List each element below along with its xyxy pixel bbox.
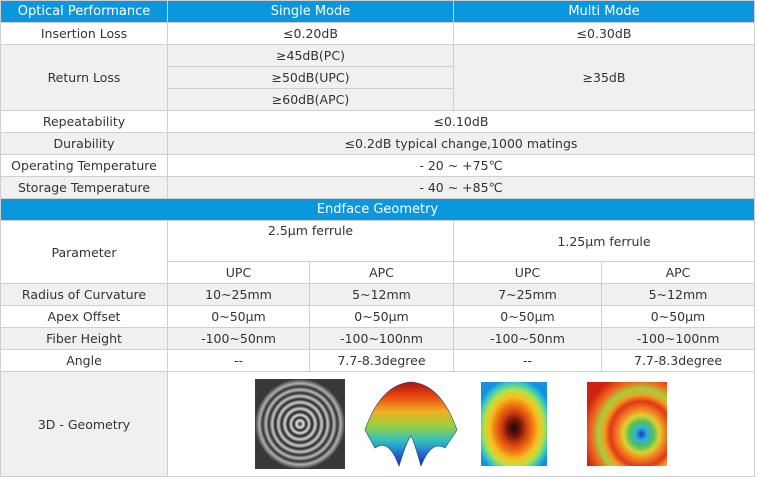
angle-value: 7.7-8.3degree: [601, 349, 755, 372]
operating-temperature-value: - 20 ~ +75℃: [167, 154, 755, 177]
radius-value: 7~25mm: [453, 283, 602, 306]
header-single-mode: Single Mode: [167, 0, 454, 23]
label-insertion-loss: Insertion Loss: [0, 22, 168, 45]
label-radius-of-curvature: Radius of Curvature: [0, 283, 168, 306]
radius-value: 5~12mm: [601, 283, 755, 306]
label-durability: Durability: [0, 132, 168, 155]
label-angle: Angle: [0, 349, 168, 372]
heatmap-angled-image: [587, 382, 667, 466]
label-repeatability: Repeatability: [0, 110, 168, 133]
apex-value: 0~50μm: [309, 305, 454, 328]
header-endface-geometry: Endface Geometry: [0, 198, 755, 221]
fiber-height-value: -100~50nm: [167, 327, 310, 350]
header-optical-performance: Optical Performance: [0, 0, 168, 23]
ferrule-2-5: 2.5μm ferrule: [167, 220, 454, 262]
angle-value: --: [167, 349, 310, 372]
3d-dome-surface-image: [364, 381, 458, 467]
label-3d-geometry: 3D - Geometry: [0, 371, 168, 477]
label-fiber-height: Fiber Height: [0, 327, 168, 350]
radius-value: 5~12mm: [309, 283, 454, 306]
ferrule-1-25: 1.25μm ferrule: [453, 220, 755, 262]
return-loss-upc: ≥50dB(UPC): [167, 66, 454, 89]
sub-upc-2: UPC: [453, 261, 602, 284]
geometry-images: [167, 371, 755, 477]
label-operating-temperature: Operating Temperature: [0, 154, 168, 177]
apex-value: 0~50μm: [167, 305, 310, 328]
label-storage-temperature: Storage Temperature: [0, 176, 168, 199]
return-loss-pc: ≥45dB(PC): [167, 44, 454, 67]
storage-temperature-value: - 40 ~ +85℃: [167, 176, 755, 199]
sub-apc-1: APC: [309, 261, 454, 284]
interferogram-rings-image: [255, 379, 345, 469]
label-apex-offset: Apex Offset: [0, 305, 168, 328]
sub-apc-2: APC: [601, 261, 755, 284]
apex-value: 0~50μm: [453, 305, 602, 328]
repeatability-value: ≤0.10dB: [167, 110, 755, 133]
header-multi-mode: Multi Mode: [453, 0, 755, 23]
insertion-loss-mm: ≤0.30dB: [453, 22, 755, 45]
label-return-loss: Return Loss: [0, 44, 168, 111]
heatmap-concentric-image: [481, 382, 547, 466]
sub-upc-1: UPC: [167, 261, 310, 284]
fiber-height-value: -100~100nm: [601, 327, 755, 350]
return-loss-apc: ≥60dB(APC): [167, 88, 454, 111]
radius-value: 10~25mm: [167, 283, 310, 306]
fiber-height-value: -100~50nm: [453, 327, 602, 350]
apex-value: 0~50μm: [601, 305, 755, 328]
angle-value: 7.7-8.3degree: [309, 349, 454, 372]
label-parameter: Parameter: [0, 220, 168, 284]
geometry-image-row: [169, 373, 754, 476]
fiber-height-value: -100~100nm: [309, 327, 454, 350]
return-loss-mm: ≥35dB: [453, 44, 755, 111]
durability-value: ≤0.2dB typical change,1000 matings: [167, 132, 755, 155]
angle-value: --: [453, 349, 602, 372]
insertion-loss-sm: ≤0.20dB: [167, 22, 454, 45]
